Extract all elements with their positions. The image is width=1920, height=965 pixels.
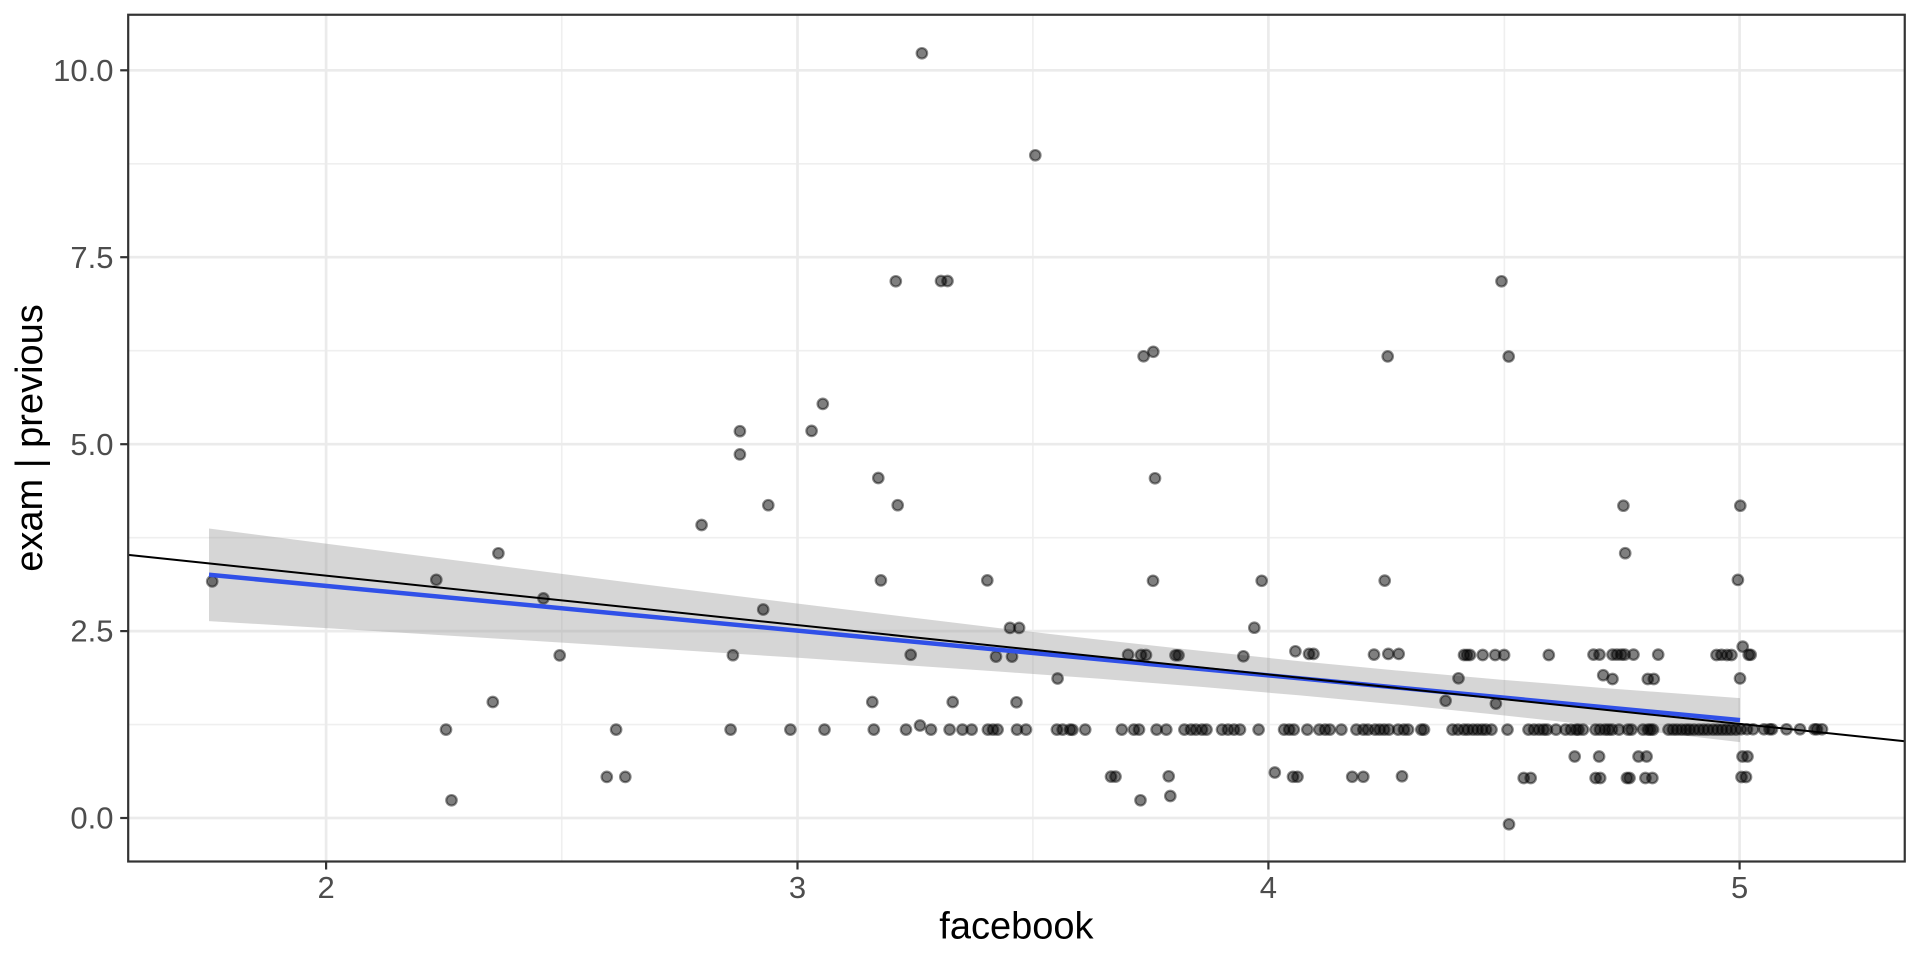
svg-text:7.5: 7.5 xyxy=(70,240,113,275)
svg-text:3: 3 xyxy=(789,870,806,905)
svg-text:2: 2 xyxy=(317,870,334,905)
svg-text:facebook: facebook xyxy=(939,905,1094,947)
svg-text:0.0: 0.0 xyxy=(70,801,113,836)
svg-text:4: 4 xyxy=(1260,870,1277,905)
svg-text:5: 5 xyxy=(1731,870,1748,905)
svg-text:10.0: 10.0 xyxy=(53,53,113,88)
svg-text:2.5: 2.5 xyxy=(70,614,113,649)
svg-text:5.0: 5.0 xyxy=(70,427,113,462)
svg-text:exam | previous: exam | previous xyxy=(9,304,51,572)
